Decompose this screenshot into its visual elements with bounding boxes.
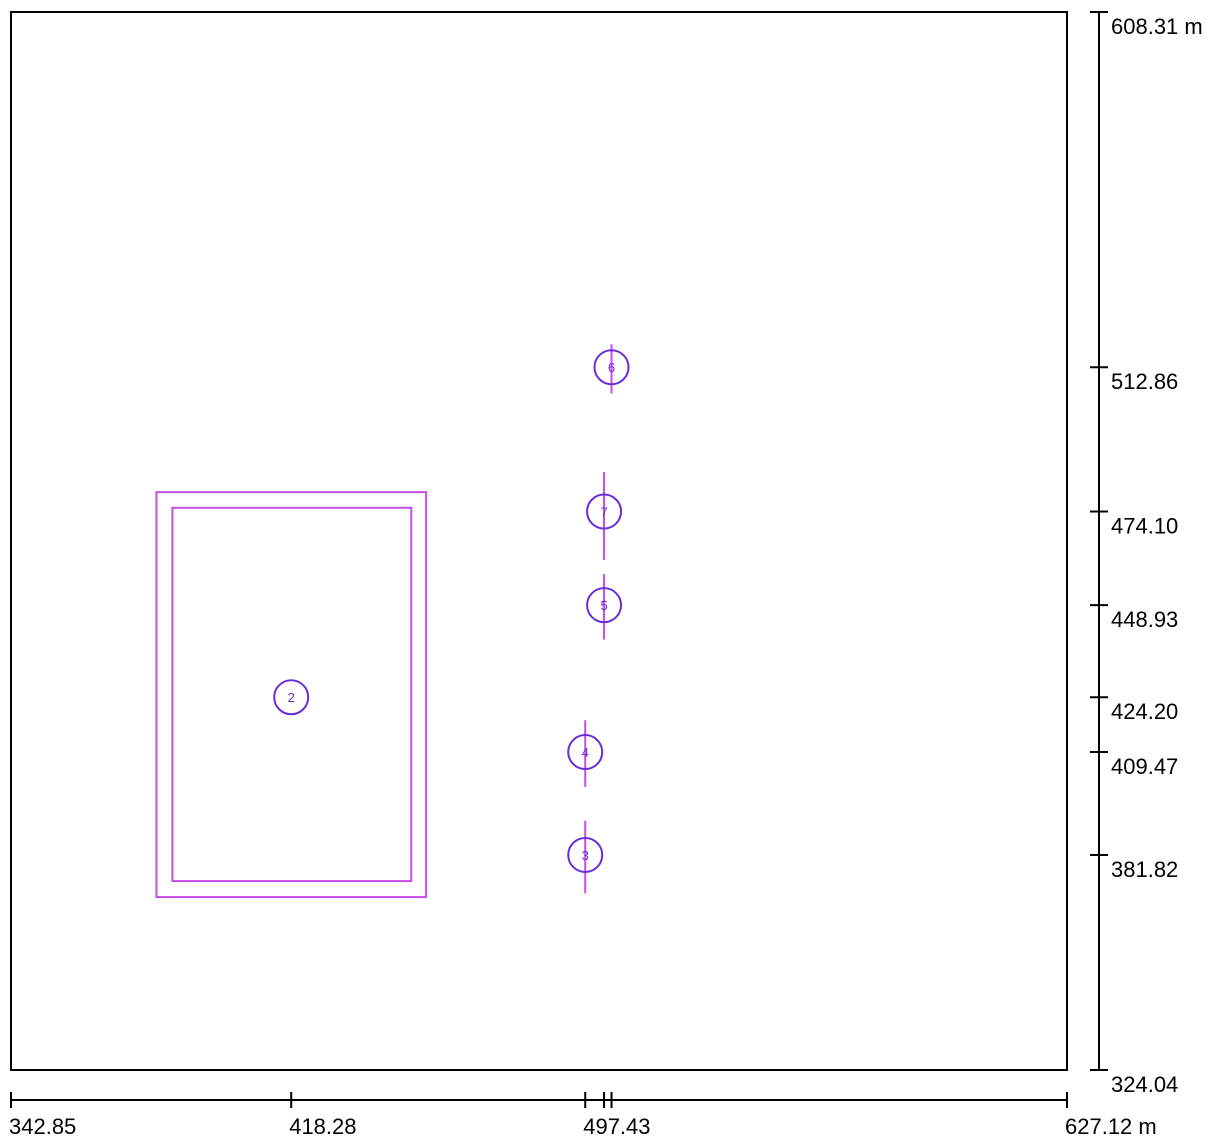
luminaire-symbol [593, 349, 630, 386]
luminaire-6: 6 [593, 344, 630, 394]
luminaire-label: 3 [582, 848, 589, 863]
x-axis-label: 342.85 [9, 1114, 76, 1139]
luminaire-symbol [567, 734, 604, 771]
y-axis-label: 474.10 [1111, 514, 1178, 539]
y-axis-label: 381.82 [1111, 857, 1178, 882]
luminaire-symbol [567, 836, 604, 873]
y-axis-label: 608.31 m [1111, 14, 1203, 39]
y-axis-label: 448.93 [1111, 607, 1178, 632]
y-axis-label: 409.47 [1111, 754, 1178, 779]
area-outer-outline [155, 491, 428, 899]
luminaire-label: 4 [582, 745, 589, 760]
calculation-area-frame [10, 11, 1068, 1071]
luminaire-3: 3 [567, 820, 604, 894]
y-axis-label: 324.04 [1111, 1072, 1178, 1097]
luminaire-label: 5 [600, 598, 607, 613]
luminaires: 2 6 7 5 4 3 [273, 344, 630, 894]
area-object [155, 491, 428, 899]
x-axis: 342.85 418.28 497.43 627.12 m [9, 1092, 1157, 1139]
y-axis-label: 424.20 [1111, 699, 1178, 724]
x-axis-label: 418.28 [289, 1114, 356, 1139]
luminaire-symbol [586, 493, 623, 530]
luminaire-4: 4 [567, 720, 604, 787]
luminaire-5: 5 [586, 574, 623, 640]
luminaire-symbol [273, 679, 310, 716]
luminaire-7: 7 [586, 472, 623, 560]
luminaire-label: 6 [608, 360, 615, 375]
y-axis: 608.31 m 512.86 474.10 448.93 424.20 409.47 38… [1090, 11, 1203, 1097]
luminaire-label: 7 [600, 505, 607, 520]
x-axis-label: 497.43 [583, 1114, 650, 1139]
luminaire-2: 2 [273, 679, 310, 716]
luminaire-symbol [586, 587, 623, 624]
x-axis-label: 627.12 m [1065, 1114, 1157, 1139]
luminaire-label: 2 [288, 690, 295, 705]
area-inner-outline [171, 506, 413, 883]
y-axis-label: 512.86 [1111, 369, 1178, 394]
